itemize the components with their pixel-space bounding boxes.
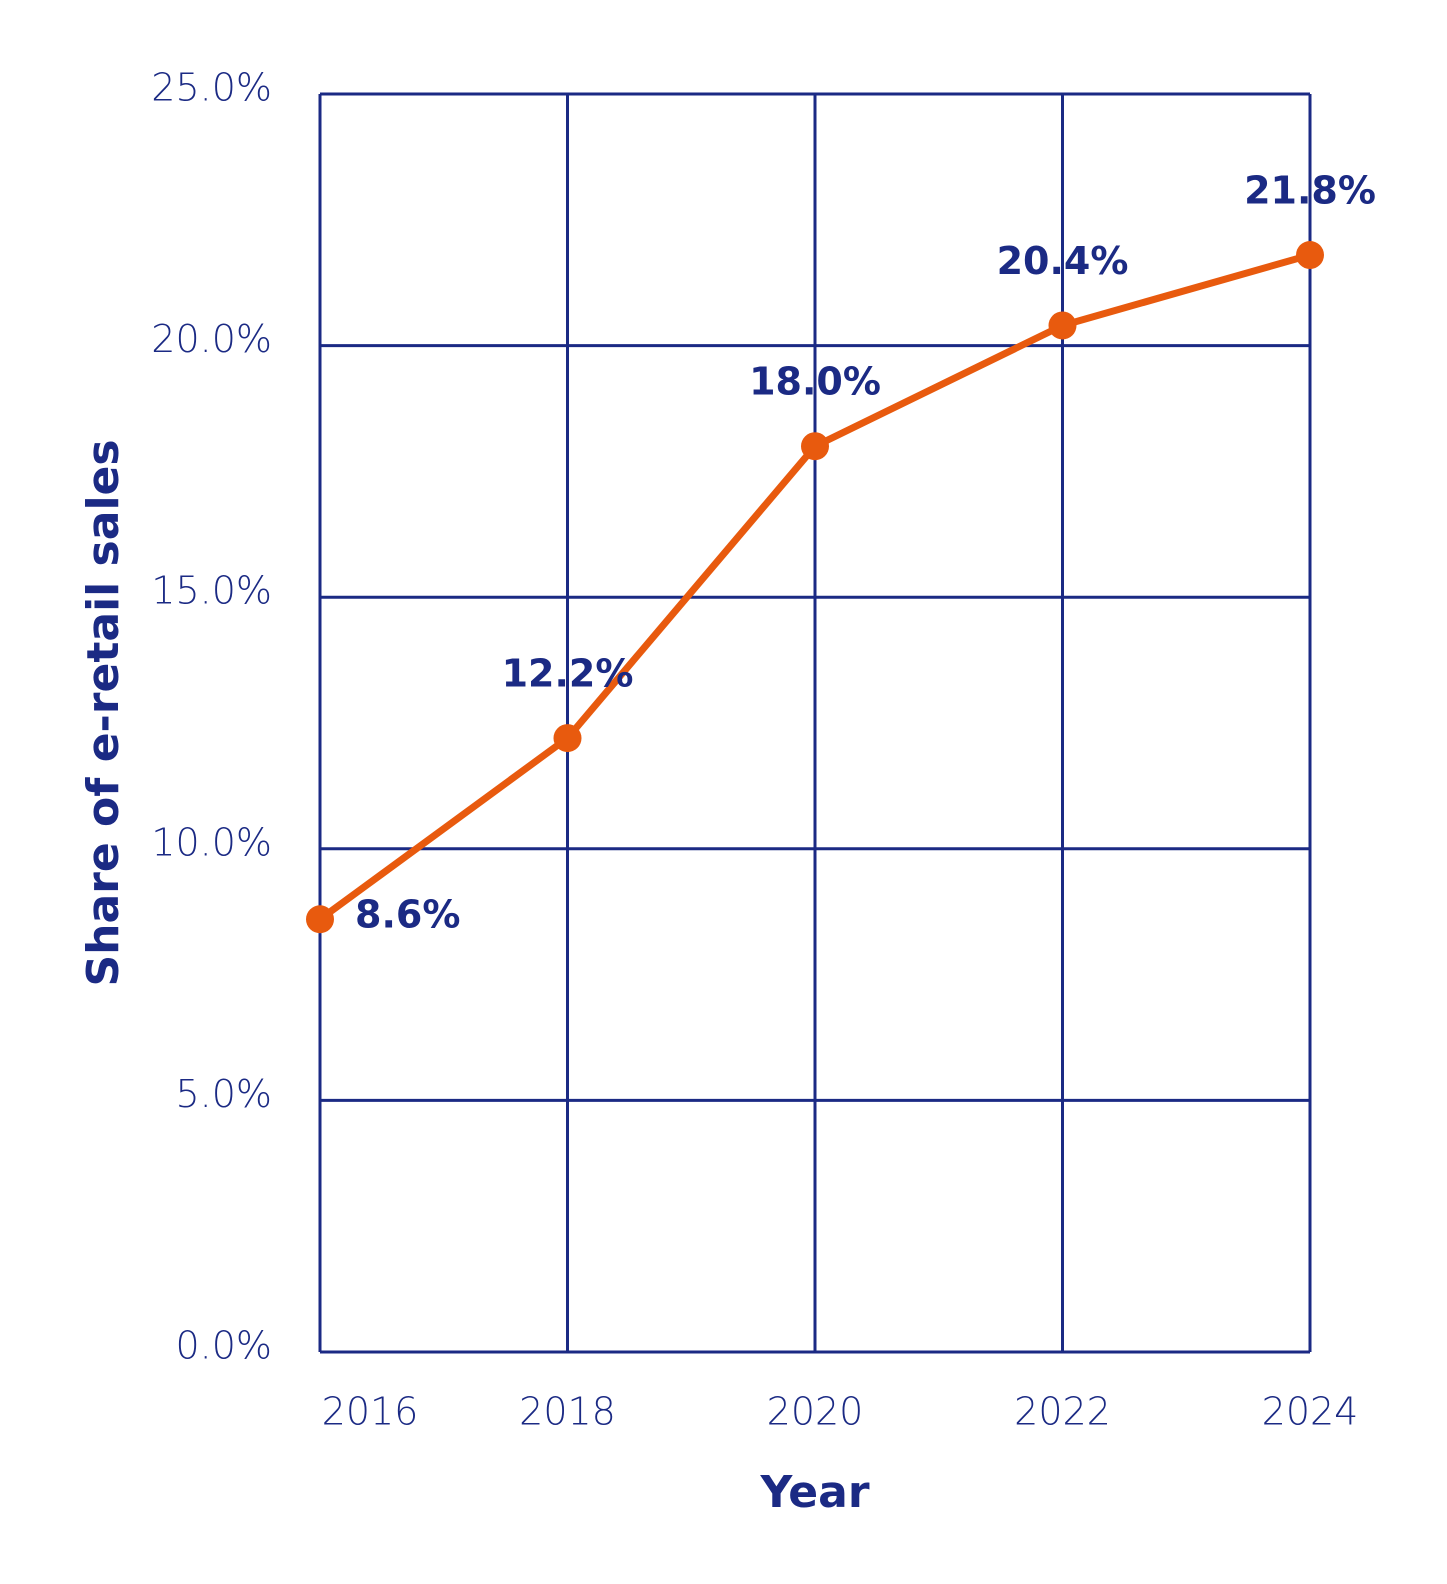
data-point [553,724,582,753]
y-tick-label: 10.0% [151,820,272,864]
data-point [801,432,829,461]
data-label: 8.6% [355,893,460,937]
y-tick-label: 0.0% [175,1324,272,1368]
data-point [306,905,334,934]
y-tick-label: 20.0% [151,317,272,361]
y-axis-label: Share of e-retail sales [78,439,129,986]
x-tick-label: 2016 [322,1390,419,1434]
data-label: 20.4% [997,239,1129,283]
data-label: 12.2% [502,652,634,696]
data-point [1048,311,1077,340]
x-tick-label: 2020 [767,1390,864,1434]
x-axis-label: Year [759,1467,869,1518]
x-tick-label: 2022 [1014,1390,1111,1434]
y-tick-label: 25.0% [151,66,272,110]
data-label: 18.0% [749,360,881,404]
x-tick-label: 2024 [1262,1390,1359,1434]
data-label: 21.8% [1244,169,1376,213]
y-tick-label: 15.0% [151,569,272,613]
data-point [1296,241,1324,270]
y-tick-label: 5.0% [175,1072,272,1116]
x-tick-label: 2018 [519,1390,616,1434]
